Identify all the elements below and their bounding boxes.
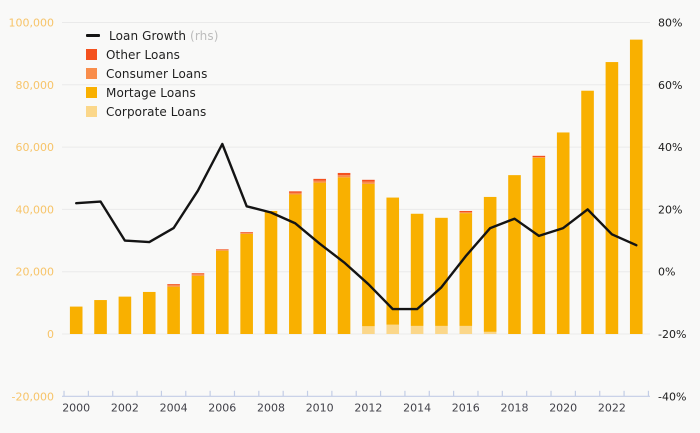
bar-segment-2004 (167, 284, 180, 286)
bar-segment-2017 (483, 331, 497, 334)
axis-label: 60,000 (16, 141, 55, 154)
bar-segment-2014 (410, 325, 424, 334)
bar-segment-2021 (581, 90, 594, 334)
bar-segment-2016 (459, 325, 473, 334)
bar-segment-2010 (313, 182, 326, 334)
loan-growth-line (74, 142, 638, 311)
other-loans-swatch (86, 49, 97, 60)
axis-label: 60% (658, 79, 682, 92)
bar-segment-2010 (313, 178, 326, 181)
bar-segment-2023 (629, 39, 643, 334)
legend-item-loan-growth[interactable]: Loan Growth (rhs) (86, 28, 219, 43)
axis-label: 2012 (354, 401, 382, 414)
axis-label: 2004 (160, 401, 188, 414)
axis-label: 0 (47, 328, 54, 341)
bar-segment-2011 (337, 172, 351, 176)
axis-label: -20,000 (12, 390, 54, 403)
axis-label: 20% (658, 203, 682, 216)
consumer-loans-swatch (86, 68, 97, 79)
bar-segment-2019 (532, 157, 546, 158)
bar-segment-2013 (386, 324, 400, 334)
bar-segment-2015 (435, 325, 448, 334)
axis-label: 2014 (403, 401, 431, 414)
bar-segment-2016 (459, 212, 473, 214)
bar-segment-2005 (191, 275, 205, 334)
legend-label-loan-growth: Loan Growth (rhs) (109, 28, 219, 43)
axis-label: 80,000 (16, 79, 55, 92)
axis-label: 2020 (549, 401, 577, 414)
bar-segment-2010 (313, 180, 326, 183)
axis-label: 2022 (598, 401, 626, 414)
legend-rhs-suffix: (rhs) (186, 28, 219, 43)
axis-label: 2018 (501, 401, 529, 414)
bar-segment-2022 (605, 62, 619, 335)
bar-segment-2020 (556, 132, 570, 334)
bar-segment-2007 (240, 233, 253, 334)
loan-growth-line-swatch (86, 34, 100, 37)
axis-label: -20% (658, 328, 686, 341)
axis-label: 2008 (257, 401, 285, 414)
bar-segment-2019 (532, 155, 546, 158)
legend-item-other-loans[interactable]: Other Loans (86, 47, 219, 62)
axis-label: 0% (658, 266, 675, 279)
corporate-loans-swatch (86, 106, 97, 117)
axis-label: 2002 (111, 401, 139, 414)
bar-segment-2016 (459, 213, 473, 326)
bar-segment-2019 (532, 157, 546, 334)
bar-segment-2006 (216, 250, 229, 334)
bar-segment-2005 (191, 273, 205, 275)
bar-segment-2002 (118, 296, 132, 334)
legend-label-other-loans: Other Loans (106, 47, 181, 62)
axis-label: 80% (658, 17, 682, 30)
legend-label-consumer-loans: Consumer Loans (106, 66, 208, 81)
bar-segment-2004 (167, 286, 180, 334)
bar-segment-2013 (386, 197, 400, 325)
axis-label: 40,000 (16, 203, 55, 216)
axis-label: 100,000 (9, 17, 55, 30)
legend-item-consumer-loans[interactable]: Consumer Loans (86, 66, 219, 81)
bar-segment-2012 (362, 179, 375, 182)
bar-segment-2009 (289, 191, 302, 193)
bar-segment-2011 (337, 177, 351, 334)
axis-label: -40% (658, 390, 686, 403)
bar-segment-2000 (69, 306, 83, 334)
bar-segment-2006 (216, 249, 229, 251)
legend-item-mortage-loans[interactable]: Mortage Loans (86, 85, 219, 100)
axis-label: 2016 (452, 401, 480, 414)
bar-segment-2006 (216, 249, 229, 250)
chart-legend: Loan Growth (rhs) Other Loans Consumer L… (86, 28, 219, 119)
axis-label: 2006 (208, 401, 236, 414)
bar-segment-2009 (289, 192, 302, 195)
bar-segment-2012 (362, 181, 375, 184)
bar-segment-2011 (337, 175, 351, 178)
legend-item-corporate-loans[interactable]: Corporate Loans (86, 104, 219, 119)
bar-segment-2001 (94, 300, 107, 334)
bar-segment-2007 (240, 232, 253, 233)
bar-segment-2012 (362, 326, 375, 334)
bar-segment-2014 (410, 213, 424, 326)
axis-label: 2000 (62, 401, 90, 414)
bar-segment-2017 (483, 196, 497, 332)
axis-label: 20,000 (16, 266, 55, 279)
bar-segment-2009 (289, 194, 302, 334)
bar-segment-2018 (508, 175, 521, 334)
bar-segment-2007 (240, 232, 253, 234)
legend-label-corporate-loans: Corporate Loans (106, 104, 207, 119)
bar-segment-2016 (459, 210, 473, 213)
bar-segment-2005 (191, 274, 205, 276)
mortage-loans-swatch (86, 87, 97, 98)
axis-label: 2010 (306, 401, 334, 414)
axis-label: 40% (658, 141, 682, 154)
bar-segment-2012 (362, 183, 375, 327)
bar-segment-2003 (142, 291, 156, 334)
bar-segment-2004 (167, 285, 180, 287)
bar-segment-2015 (435, 217, 448, 326)
bar-segment-2008 (264, 210, 278, 334)
legend-label-mortage-loans: Mortage Loans (106, 85, 196, 100)
